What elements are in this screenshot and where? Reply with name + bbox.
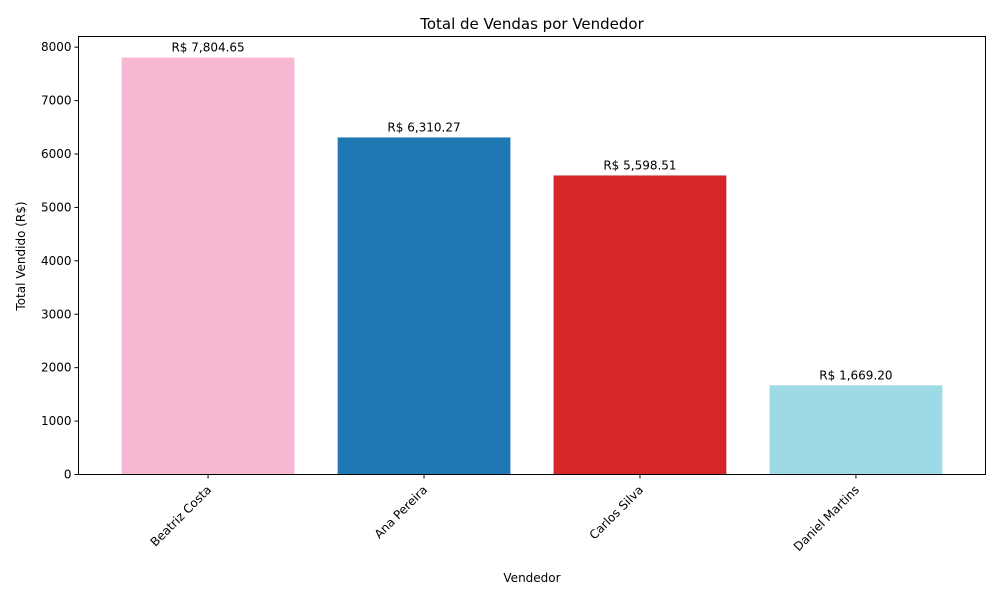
data-label: R$ 5,598.51 (603, 158, 676, 172)
y-tick-label: 0 (64, 468, 72, 482)
y-axis-label: Total Vendido (R$) (14, 201, 28, 311)
x-tick-label: Daniel Martins (791, 483, 862, 554)
x-tick-label: Ana Pereira (372, 483, 431, 542)
data-label: R$ 1,669.20 (819, 368, 892, 382)
y-tick-label: 3000 (41, 307, 72, 321)
y-tick-label: 7000 (41, 94, 72, 108)
y-tick-label: 5000 (41, 200, 72, 214)
y-tick-label: 1000 (41, 414, 72, 428)
y-tick-label: 4000 (41, 254, 72, 268)
bar-ana-pereira (337, 137, 511, 475)
y-axis: 0 1000 2000 3000 4000 5000 6000 7000 8000 (41, 40, 79, 482)
y-tick-label: 8000 (41, 40, 72, 54)
y-tick-label: 2000 (41, 361, 72, 375)
bars-group (121, 57, 943, 475)
data-label: R$ 6,310.27 (387, 120, 460, 134)
y-tick-label: 6000 (41, 147, 72, 161)
data-label: R$ 7,804.65 (171, 41, 244, 55)
x-axis: Beatriz Costa Ana Pereira Carlos Silva Dani… (148, 474, 862, 554)
x-tick-label: Carlos Silva (587, 483, 647, 543)
data-labels-group: R$ 7,804.65 R$ 6,310.27 R$ 5,598.51 R$ 1,66… (171, 41, 892, 383)
bar-carlos-silva (553, 175, 727, 475)
x-axis-label: Vendedor (503, 571, 560, 585)
bar-daniel-martins (769, 385, 943, 475)
plot-frame (78, 36, 986, 475)
chart-title: Total de Vendas por Vendedor (419, 15, 644, 33)
x-tick-label: Beatriz Costa (148, 483, 215, 550)
bar-beatriz-costa (121, 57, 295, 475)
